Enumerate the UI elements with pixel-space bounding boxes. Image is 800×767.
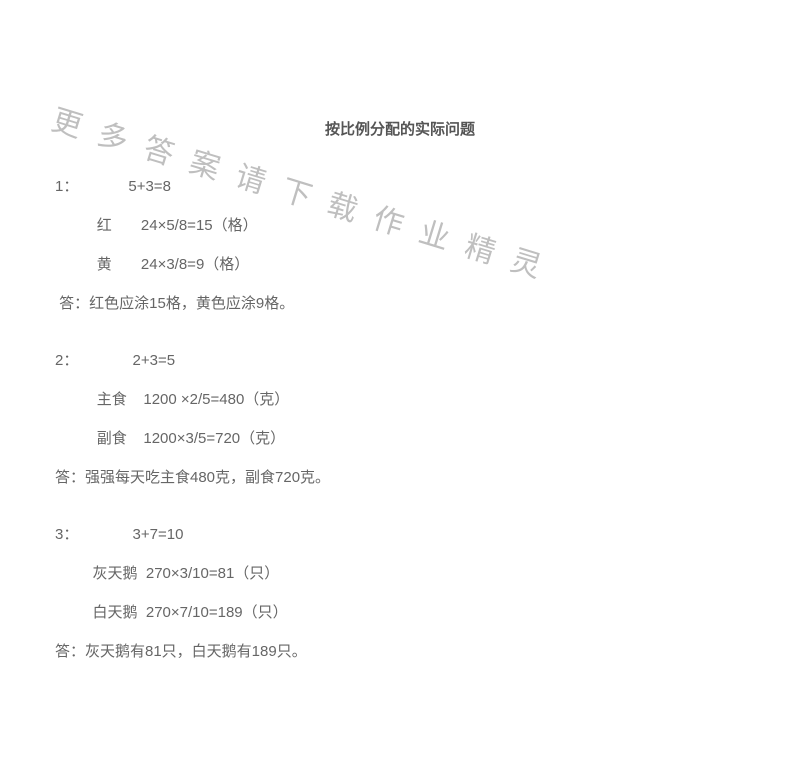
problem-1-answer: 答：红色应涂15格，黄色应涂9格。 bbox=[55, 284, 745, 323]
problem-1-line-sum: 1： 5+3=8 bbox=[55, 167, 745, 206]
problem-2-row-2: 副食 1200×3/5=720（克） bbox=[55, 419, 745, 458]
problem-3: 3： 3+7=10 灰天鹅 270×3/10=81（只） 白天鹅 270×7/1… bbox=[55, 515, 745, 671]
page-title: 按比例分配的实际问题 bbox=[55, 110, 745, 149]
problem-1-row-1: 红 24×5/8=15（格） bbox=[55, 206, 745, 245]
problem-3-row-1: 灰天鹅 270×3/10=81（只） bbox=[55, 554, 745, 593]
problem-3-line-sum: 3： 3+7=10 bbox=[55, 515, 745, 554]
problem-2-line-sum: 2： 2+3=5 bbox=[55, 341, 745, 380]
problem-3-answer: 答：灰天鹅有81只，白天鹅有189只。 bbox=[55, 632, 745, 671]
problem-1: 1： 5+3=8 红 24×5/8=15（格） 黄 24×3/8=9（格） 答：… bbox=[55, 167, 745, 323]
problem-3-row-2: 白天鹅 270×7/10=189（只） bbox=[55, 593, 745, 632]
problem-2-row-1: 主食 1200 ×2/5=480（克） bbox=[55, 380, 745, 419]
document-content: 按比例分配的实际问题 1： 5+3=8 红 24×5/8=15（格） 黄 24×… bbox=[55, 110, 745, 689]
problem-1-row-2: 黄 24×3/8=9（格） bbox=[55, 245, 745, 284]
problem-2-answer: 答：强强每天吃主食480克，副食720克。 bbox=[55, 458, 745, 497]
problem-2: 2： 2+3=5 主食 1200 ×2/5=480（克） 副食 1200×3/5… bbox=[55, 341, 745, 497]
